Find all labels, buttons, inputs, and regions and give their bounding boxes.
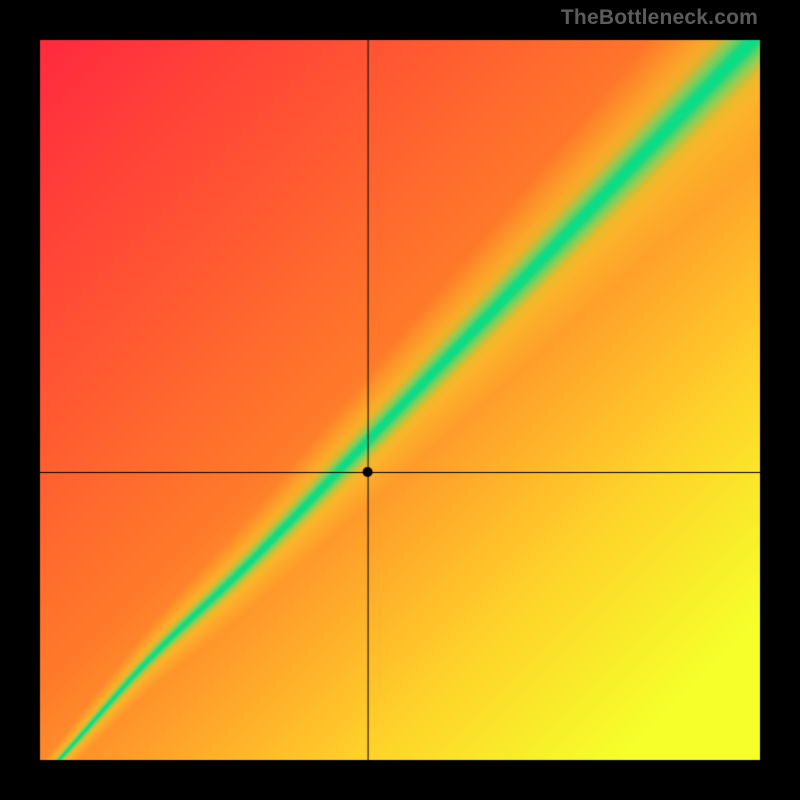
- watermark-text: TheBottleneck.com: [561, 6, 758, 30]
- chart-container: TheBottleneck.com: [0, 0, 800, 800]
- heatmap-canvas: [0, 0, 800, 800]
